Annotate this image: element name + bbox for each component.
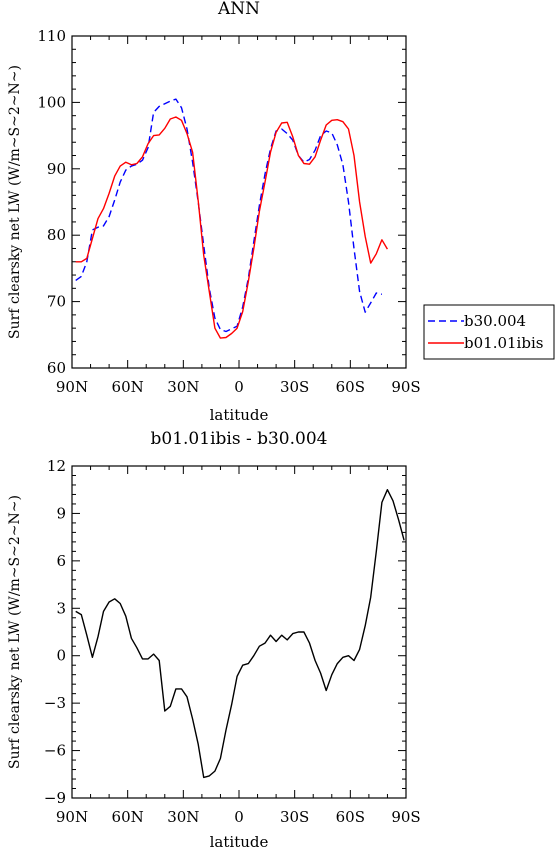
x-tick-label: 30S	[280, 808, 309, 826]
x-tick-label: 60N	[112, 808, 144, 826]
chart-panel-1: 90N 60N 30N 0 30S 60S 90S 60 70 80 90 100 110 ANN lati…	[7, 0, 555, 424]
y-tick-label: −9	[44, 789, 66, 807]
y-tick-label: 0	[56, 647, 66, 665]
series-line-difference	[75, 489, 405, 779]
y-tick-label: 3	[56, 599, 66, 617]
y-tick-label: 12	[47, 457, 66, 475]
y-tick-label: 70	[47, 293, 66, 311]
y-tick-label: 80	[47, 226, 66, 244]
x-tick-label: 30S	[280, 378, 309, 396]
y-tick-label: 60	[47, 359, 66, 377]
y-axis-label: Surf clearsky net LW (W/m~S~2~N~)	[7, 65, 23, 339]
x-tick-label: 30N	[167, 808, 199, 826]
y-tick-label: −6	[44, 742, 66, 760]
plot-frame	[71, 465, 407, 799]
x-tick-label: 60S	[336, 808, 365, 826]
y-tick-label: 100	[37, 93, 66, 111]
x-tick-label: 90S	[391, 808, 420, 826]
x-tick-label: 90N	[56, 378, 88, 396]
legend-box	[423, 304, 555, 360]
x-tick-label: 90N	[56, 808, 88, 826]
x-tick-label: 30N	[167, 378, 199, 396]
y-tick-label: 90	[47, 160, 66, 178]
x-tick-label: 90S	[391, 378, 420, 396]
legend: b30.004 b01.01ibis	[423, 304, 555, 360]
chart-title: ANN	[217, 0, 260, 19]
x-axis-label: latitude	[210, 833, 269, 851]
y-tick-label: 6	[56, 552, 66, 570]
legend-entry: b01.01ibis	[464, 334, 543, 352]
x-tick-label: 0	[234, 808, 244, 826]
y-tick-label: 9	[56, 504, 66, 522]
series-line-b01-01ibis	[75, 116, 389, 339]
y-tick-label: −3	[44, 694, 66, 712]
chart-title: b01.01ibis - b30.004	[151, 429, 328, 449]
chart-panel-2: 90N 60N 30N 0 30S 60S 90S −9 −6 −3 0 3 6 9 12 b01.01ibi…	[7, 429, 421, 851]
y-axis-label: Surf clearsky net LW (W/m~S~2~N~)	[7, 495, 23, 769]
y-tick-label: 110	[37, 27, 66, 45]
series-line-b30-004	[75, 98, 383, 333]
x-axis-label: latitude	[210, 406, 269, 424]
x-tick-label: 60N	[112, 378, 144, 396]
x-tick-label: 60S	[336, 378, 365, 396]
x-tick-label: 0	[234, 378, 244, 396]
legend-entry: b30.004	[464, 312, 526, 330]
